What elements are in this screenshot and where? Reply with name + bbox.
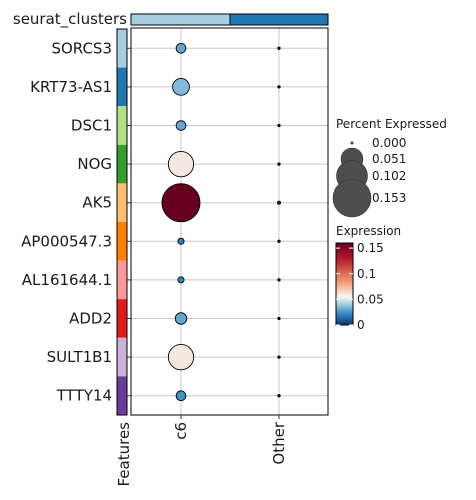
color-legend-ticks: 0 0.05 0.1 0.15 <box>336 241 384 332</box>
row-annotation-cell <box>117 260 127 300</box>
row-annotation-label: Features <box>115 422 133 487</box>
dot-ttty14-c6 <box>175 390 187 402</box>
dot-sorcs3-other <box>277 46 281 50</box>
column-annotation-label: seurat_clusters <box>13 10 127 29</box>
size-legend-dot <box>350 141 354 145</box>
dot-krt73-as1-other <box>277 85 281 89</box>
y-tick-label: TTTY14 <box>56 387 112 405</box>
row-annotation-cell <box>117 29 127 68</box>
y-tick-label: AP000547.3 <box>21 232 112 250</box>
color-legend-label: 0 <box>357 318 365 332</box>
size-legend-label: 0.000 <box>372 136 406 150</box>
row-annotation-cell <box>117 222 127 261</box>
y-tick-label: SULT1B1 <box>47 348 112 366</box>
grid-lines <box>131 28 328 415</box>
plot-panel <box>131 28 328 415</box>
column-annotation-cell-c6 <box>130 13 231 26</box>
row-annotation-cell <box>117 299 127 338</box>
dot-al161644-1-other <box>277 278 281 282</box>
size-legend-dot <box>332 178 372 218</box>
y-tick-label: DSC1 <box>71 117 112 135</box>
color-legend-label: 0.1 <box>357 267 376 281</box>
dot-krt73-as1-c6 <box>172 78 190 96</box>
size-legend-label: 0.102 <box>372 169 406 183</box>
row-annotation-cell <box>117 144 127 184</box>
row-annotation-cell <box>117 337 127 377</box>
column-annotation-cell-other <box>229 13 329 26</box>
color-legend-bar <box>335 242 354 326</box>
y-tick-label: AK5 <box>82 194 112 212</box>
y-tick-label: KRT73-AS1 <box>30 78 112 96</box>
x-tick-label: Other <box>270 421 288 464</box>
dot-sult1b1-other <box>277 355 281 359</box>
size-legend: 0.000 0.051 0.102 0.153 <box>332 136 406 218</box>
dot-sult1b1-c6 <box>167 343 195 371</box>
row-annotation-cell <box>117 376 127 415</box>
dot-ak5-other <box>277 200 281 205</box>
dot-ttty14-other <box>277 394 281 398</box>
dot-add2-c6 <box>174 312 188 325</box>
y-axis-ticks: SORCS3 KRT73-AS1 DSC1 NOG AK5 AP000547.3 AL161… <box>21 39 131 405</box>
x-axis-ticks: c6 Other <box>172 415 288 465</box>
color-legend-title: Expression <box>336 224 401 238</box>
color-legend-label: 0.05 <box>357 292 384 306</box>
dot-ap000547-3-other <box>277 239 281 243</box>
dot-add2-other <box>277 316 281 321</box>
y-tick-label: SORCS3 <box>51 39 112 57</box>
y-tick-label: ADD2 <box>69 310 112 328</box>
row-annotation-cell <box>117 106 127 145</box>
dot-ap000547-3-c6 <box>177 237 185 245</box>
x-tick-label: c6 <box>172 422 190 440</box>
row-annotation-border <box>116 28 128 416</box>
dot-al161644-1-c6 <box>177 276 185 284</box>
dot-dsc1-c6 <box>175 120 187 131</box>
dot-sorcs3-c6 <box>175 42 187 54</box>
row-annotation-cell <box>117 67 127 107</box>
plot-panel-border <box>130 27 329 416</box>
y-tick-label: AL161644.1 <box>22 271 112 289</box>
row-annotation-cell <box>117 183 127 222</box>
row-annotation-bar <box>116 28 128 416</box>
column-annotation-bar <box>130 13 329 26</box>
size-legend-label: 0.153 <box>372 191 406 205</box>
dots-layer <box>161 42 281 402</box>
size-legend-label: 0.051 <box>372 152 406 166</box>
size-legend-title: Percent Expressed <box>336 117 447 131</box>
dot-nog-c6 <box>167 150 195 178</box>
color-legend-label: 0.15 <box>357 241 384 255</box>
dot-ak5-c6 <box>161 183 201 223</box>
dot-dsc1-other <box>277 123 281 128</box>
y-tick-label: NOG <box>77 155 112 173</box>
dot-nog-other <box>277 162 281 166</box>
